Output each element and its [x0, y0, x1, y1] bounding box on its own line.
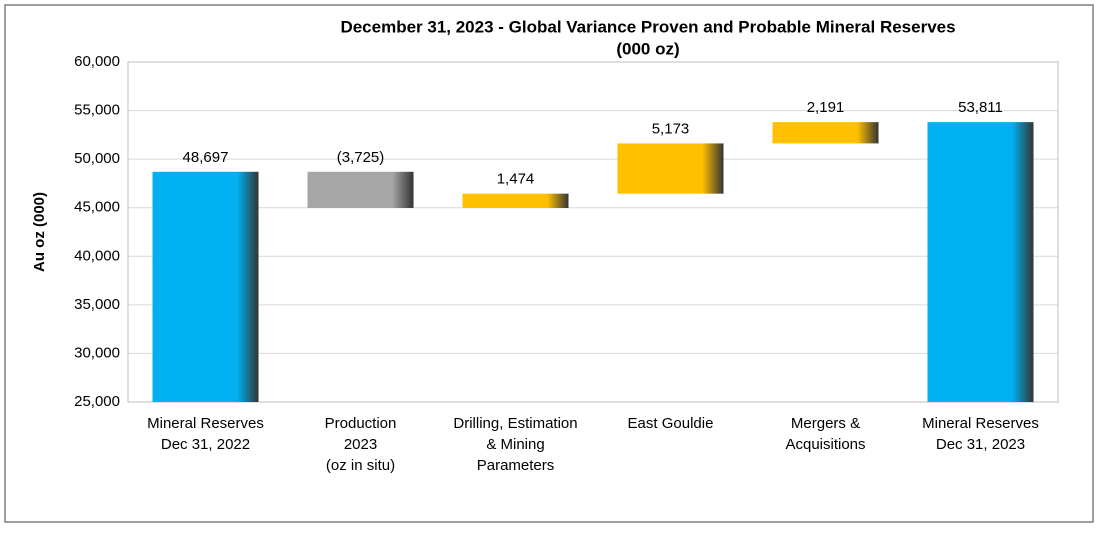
value-label: 5,173 — [652, 120, 690, 137]
bar — [152, 171, 259, 402]
bar — [462, 193, 569, 208]
x-tick-label: Mergers & — [791, 415, 860, 432]
x-tick-label: Dec 31, 2023 — [936, 436, 1025, 453]
x-tick-label: Production — [325, 415, 397, 432]
x-tick-label: Mineral Reserves — [147, 415, 264, 432]
x-tick-label: East Gouldie — [628, 415, 714, 432]
y-tick-label: 45,000 — [74, 199, 120, 216]
x-tick-label: Acquisitions — [785, 436, 865, 453]
y-tick-label: 55,000 — [74, 102, 120, 119]
x-tick-label: Drilling, Estimation — [453, 415, 577, 432]
bar — [307, 171, 414, 208]
x-tick-label: Dec 31, 2022 — [161, 436, 250, 453]
y-tick-label: 30,000 — [74, 344, 120, 361]
bar — [617, 143, 724, 194]
bar — [927, 122, 1034, 403]
value-label: 53,811 — [958, 99, 1003, 116]
x-tick-label: Parameters — [477, 457, 555, 474]
y-tick-label: 25,000 — [74, 393, 120, 410]
bar — [772, 122, 879, 144]
x-tick-label: (oz in situ) — [326, 457, 395, 474]
y-tick-label: 60,000 — [74, 53, 120, 70]
x-tick-label: Mineral Reserves — [922, 415, 1039, 432]
value-label: 1,474 — [497, 171, 535, 188]
chart-title: December 31, 2023 - Global Variance Prov… — [340, 17, 955, 36]
y-tick-label: 50,000 — [74, 150, 120, 167]
y-tick-label: 35,000 — [74, 296, 120, 313]
value-label: (3,725) — [337, 149, 385, 166]
plot-border — [127, 61, 1059, 403]
value-label: 2,191 — [807, 99, 845, 116]
chart-subtitle: (000 oz) — [616, 39, 679, 58]
y-axis-label: Au oz (000) — [31, 192, 48, 272]
y-tick-label: 40,000 — [74, 247, 120, 264]
x-tick-label: 2023 — [344, 436, 377, 453]
value-label: 48,697 — [183, 149, 229, 166]
x-tick-label: & Mining — [486, 436, 544, 453]
